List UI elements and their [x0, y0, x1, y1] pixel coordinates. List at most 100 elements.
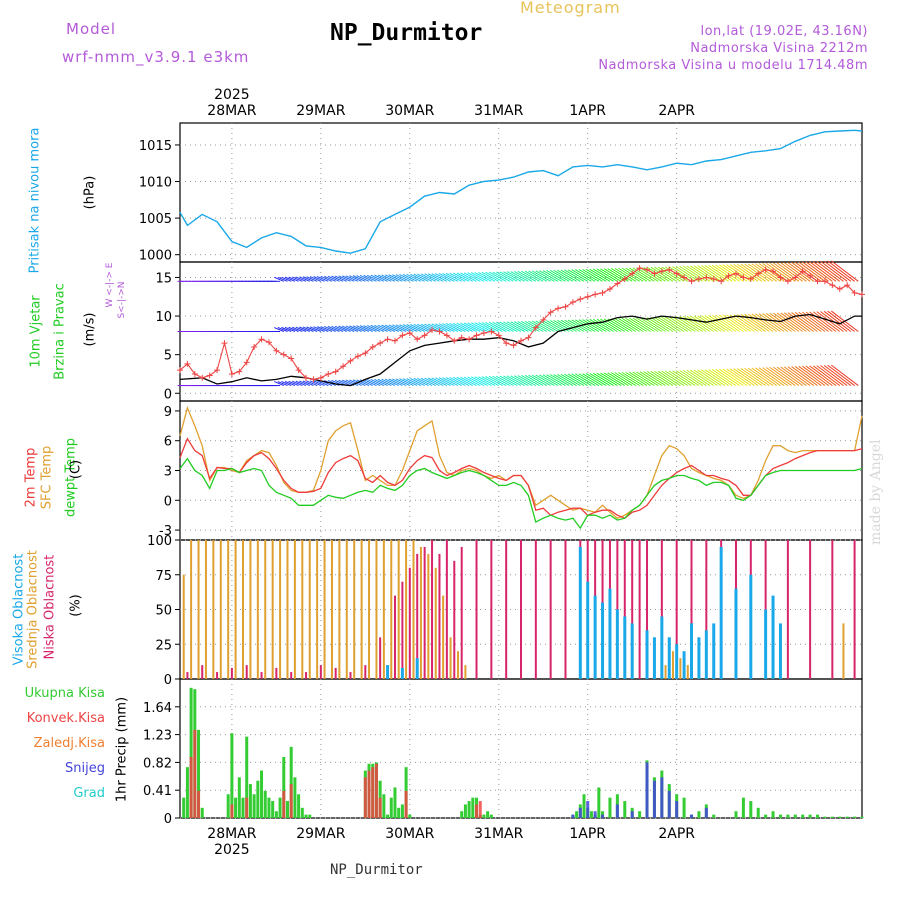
gust-marker	[703, 274, 710, 281]
gust-marker	[673, 270, 680, 277]
cloud-bar	[216, 672, 219, 679]
cloud-bar	[578, 546, 582, 679]
wind-barb	[747, 313, 774, 332]
wind-barb	[701, 315, 726, 332]
wind-barb	[740, 263, 766, 282]
gust-marker	[288, 355, 295, 362]
precip-bar	[197, 729, 201, 818]
wind-barb	[729, 368, 755, 386]
precip-bar	[282, 756, 286, 818]
wind-barb	[585, 373, 607, 386]
cloud-bar	[631, 540, 634, 679]
wind-barb	[675, 370, 700, 386]
wind-barb	[367, 274, 381, 282]
precip-bar	[582, 794, 586, 818]
cloud-bar	[212, 540, 215, 679]
wind-barb	[302, 380, 314, 387]
wind-barb	[776, 366, 803, 386]
cloud-bar	[279, 540, 282, 679]
wind-barb	[711, 264, 737, 282]
gust-marker	[332, 368, 339, 375]
precip-bar	[293, 777, 297, 818]
cloud-bar	[690, 540, 693, 679]
cloud-bar	[412, 540, 415, 679]
precip-bar	[823, 816, 827, 818]
gust-marker	[792, 274, 799, 281]
wind-barb	[320, 275, 333, 282]
precip-bar	[690, 814, 693, 818]
cloud-bar	[842, 623, 845, 679]
wind-barb	[575, 373, 596, 386]
wind-barb	[610, 318, 633, 332]
wind-barb	[787, 366, 815, 386]
wind-barb	[784, 312, 811, 332]
precip-bar	[308, 814, 312, 818]
wind-barb	[733, 263, 759, 282]
wind-barb	[499, 271, 518, 282]
wind-barb	[313, 380, 325, 387]
gust-marker	[429, 326, 436, 333]
wind-barb	[798, 365, 826, 386]
wind-barb	[474, 322, 492, 332]
gust-marker	[310, 376, 317, 383]
wind-barb	[589, 268, 611, 282]
precip-bar	[838, 816, 842, 818]
wind-barb	[402, 378, 418, 387]
precip-bar	[778, 814, 782, 818]
gust-marker	[473, 332, 480, 339]
cloud-bar	[442, 595, 445, 679]
wind-barb	[816, 261, 844, 282]
wind-barb	[762, 313, 789, 332]
wind-barb	[737, 314, 763, 332]
gust-marker	[414, 336, 421, 343]
precip-total-label: Ukupna Kisa	[24, 686, 105, 701]
wind-barb	[784, 262, 811, 282]
gust-marker	[762, 266, 769, 273]
wind-barb	[395, 274, 411, 282]
gust-marker	[695, 275, 702, 282]
wind-barb	[327, 275, 340, 282]
wind-barb	[823, 310, 852, 332]
gust-marker	[518, 337, 524, 344]
wind-barb	[384, 274, 399, 282]
y-tick-label: 1010	[139, 176, 172, 191]
gust-marker	[384, 336, 391, 343]
precip-bar	[467, 801, 471, 818]
wind-barb	[575, 269, 596, 282]
wind-barb	[758, 313, 785, 332]
wind-barb	[827, 260, 855, 282]
wind-barb	[557, 269, 577, 282]
cloud-bar	[330, 540, 333, 679]
cloud-bar	[712, 623, 716, 679]
wind-barb	[715, 368, 740, 386]
wind-barb	[342, 325, 355, 332]
wind-barb	[503, 321, 522, 332]
wind-barbs	[177, 260, 859, 387]
precip-bar	[260, 770, 264, 818]
wind-barb	[557, 373, 577, 386]
wind-barb	[521, 320, 540, 332]
wind-barb	[377, 324, 392, 332]
wind-barb	[474, 376, 492, 386]
wind-barb	[413, 377, 429, 387]
wind-barb	[402, 273, 418, 282]
wind-barb	[370, 274, 385, 282]
wind-barb	[367, 325, 381, 332]
wind-barb	[524, 320, 544, 332]
precip-bar	[697, 811, 701, 818]
wind-barb	[646, 266, 670, 282]
wind-barb	[546, 270, 566, 282]
wind-barb	[571, 269, 592, 282]
wind-barb	[762, 262, 789, 282]
precip-bar	[475, 804, 479, 818]
y-tick-label: 9	[164, 405, 172, 420]
wind-barb	[399, 274, 414, 282]
wind-barb	[349, 275, 362, 282]
cloud-bar	[520, 540, 522, 679]
wind-barb	[592, 268, 614, 282]
wind-barb	[751, 313, 778, 332]
wind-barb	[291, 276, 303, 282]
y-tick-label: 0	[164, 494, 172, 509]
wind-barb	[313, 326, 325, 332]
wind-barb	[654, 370, 677, 386]
